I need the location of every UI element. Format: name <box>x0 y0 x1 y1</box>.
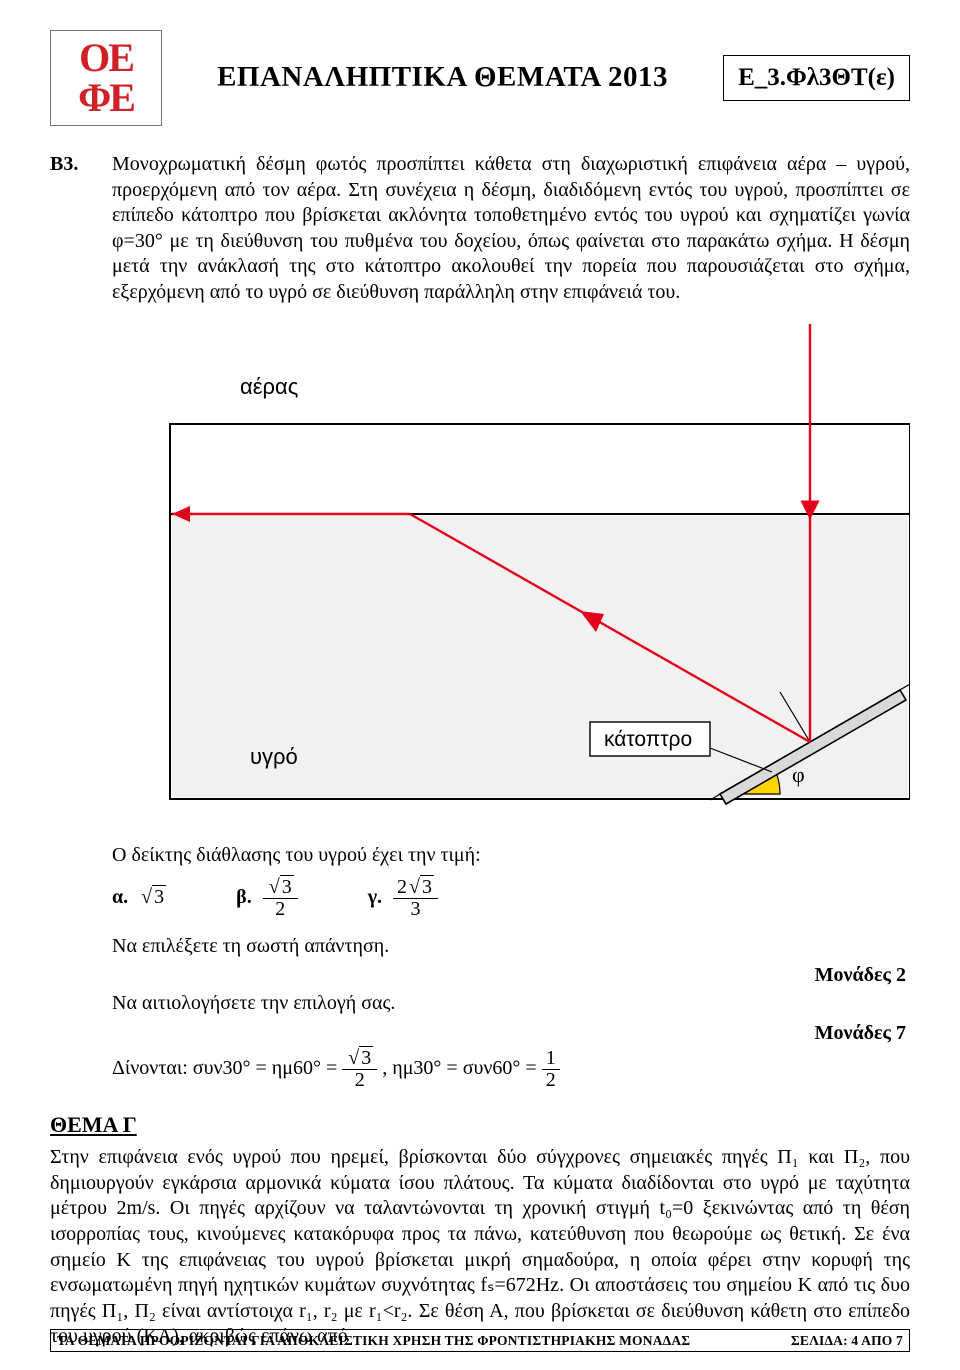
justify-instr: Να αιτιολογήσετε την επιλογή σας. <box>112 991 906 1017</box>
after-diagram-text: Ο δείκτης διάθλασης του υγρού έχει την τ… <box>112 843 906 1091</box>
label-angle: φ <box>792 762 805 787</box>
page-title: ΕΠΑΝΑΛΗΠΤΙΚΑ ΘΕΜΑΤΑ 2013 <box>217 59 668 96</box>
choice-a: α. 3 <box>112 885 166 911</box>
choices-row: α. 3 β. 3 2 γ. 23 3 <box>112 877 906 920</box>
logo-letters: ΟΕ ΦΕ <box>51 38 161 118</box>
thema-g-body: Στην επιφάνεια ενός υγρού που ηρεμεί, βρ… <box>50 1145 910 1350</box>
svg-text:κάτοπτρο: κάτοπτρο <box>604 728 692 751</box>
footer-right: ΣΕΛΙΔΑ: 4 ΑΠΟ 7 <box>791 1332 903 1349</box>
doc-code-box: Ε_3.Φλ3ΘΤ(ε) <box>723 55 910 101</box>
page: ΟΕ ΦΕ ΕΠΑΝΑΛΗΠΤΙΚΑ ΘΕΜΑΤΑ 2013 Ε_3.Φλ3ΘΤ… <box>0 0 960 1370</box>
refraction-index-prompt: Ο δείκτης διάθλασης του υγρού έχει την τ… <box>112 843 906 869</box>
select-instr: Να επιλέξετε τη σωστή απάντηση. <box>112 934 906 960</box>
title-wrap: ΕΠΑΝΑΛΗΠΤΙΚΑ ΘΕΜΑΤΑ 2013 <box>180 59 705 96</box>
points-select: Μονάδες 2 <box>112 963 906 989</box>
footer-left: ΤΑ ΘΕΜΑΤΑ ΠΡΟΟΡΙΖΟΝΤΑΙ ΓΙΑ ΑΠΟΚΛΕΙΣΤΙΚΗ … <box>57 1332 690 1349</box>
choice-b: β. 3 2 <box>236 877 298 920</box>
points-justify: Μονάδες 7 <box>112 1021 906 1047</box>
choice-c: γ. 23 3 <box>368 877 438 920</box>
question-body: Μονοχρωματική δέσμη φωτός προσπίπτει κάθ… <box>112 152 910 306</box>
doc-code: Ε_3.Φλ3ΘΤ(ε) <box>738 64 895 91</box>
label-liquid: υγρό <box>250 744 298 769</box>
question-label: Β3. <box>50 152 98 306</box>
label-air: αέρας <box>240 374 298 399</box>
section-title-g: ΘΕΜΑ Γ <box>50 1111 910 1139</box>
diagram: αέρας φ κάτοπτρο υγρ <box>110 324 910 832</box>
logo: ΟΕ ΦΕ <box>50 30 162 126</box>
question-b3: Β3. Μονοχρωματική δέσμη φωτός προσπίπτει… <box>50 152 910 306</box>
given-values: Δίνονται: συν30° = ημ60° = 3 2 , ημ30° =… <box>112 1048 906 1091</box>
page-footer: ΤΑ ΘΕΜΑΤΑ ΠΡΟΟΡΙΖΟΝΤΑΙ ΓΙΑ ΑΠΟΚΛΕΙΣΤΙΚΗ … <box>50 1329 910 1352</box>
ray-diagram-svg: αέρας φ κάτοπτρο υγρ <box>110 324 910 824</box>
page-header: ΟΕ ΦΕ ΕΠΑΝΑΛΗΠΤΙΚΑ ΘΕΜΑΤΑ 2013 Ε_3.Φλ3ΘΤ… <box>50 30 910 126</box>
